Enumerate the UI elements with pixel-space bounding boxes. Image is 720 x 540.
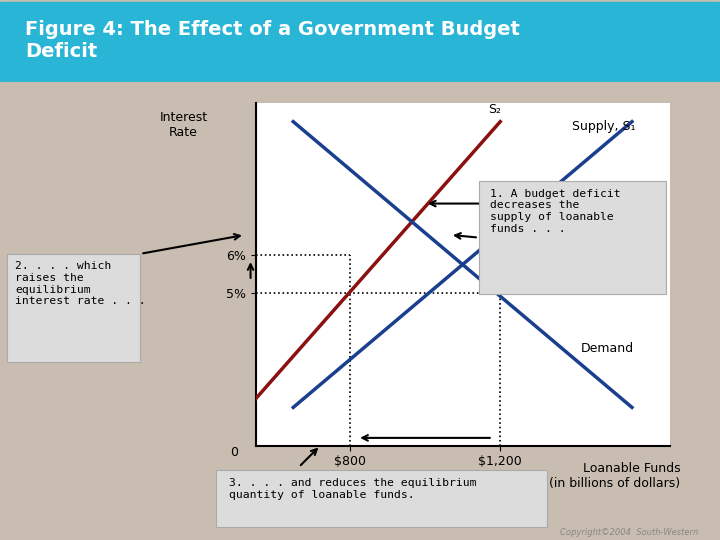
Text: Supply, S₁: Supply, S₁ [572, 120, 636, 133]
Text: Figure 4: The Effect of a Government Budget
Deficit: Figure 4: The Effect of a Government Bud… [24, 20, 520, 61]
Text: Demand: Demand [581, 342, 634, 355]
Text: S₂: S₂ [488, 103, 501, 116]
FancyBboxPatch shape [7, 254, 140, 362]
Text: 1. A budget deficit
decreases the
supply of loanable
funds . . .: 1. A budget deficit decreases the supply… [490, 189, 621, 234]
Text: 3. . . . and reduces the equilibrium
quantity of loanable funds.: 3. . . . and reduces the equilibrium qua… [229, 478, 477, 500]
Text: Interest
Rate: Interest Rate [160, 111, 207, 139]
FancyBboxPatch shape [479, 181, 666, 294]
Text: Copyright©2004  South-Western: Copyright©2004 South-Western [560, 528, 698, 537]
FancyBboxPatch shape [0, 3, 720, 81]
FancyBboxPatch shape [216, 470, 547, 526]
Text: 0: 0 [230, 446, 238, 459]
Text: 2. . . . which
raises the
equilibrium
interest rate . . .: 2. . . . which raises the equilibrium in… [15, 261, 146, 306]
Text: Loanable Funds
(in billions of dollars): Loanable Funds (in billions of dollars) [549, 462, 680, 490]
